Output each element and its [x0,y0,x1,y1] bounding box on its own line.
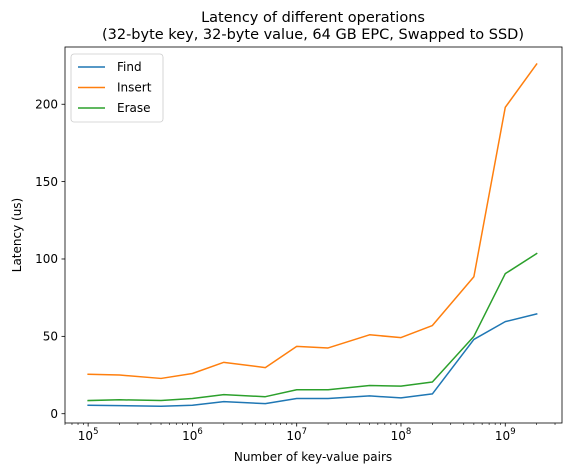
x-tick-label: 107 [286,427,307,443]
y-tick-label: 200 [35,97,58,111]
x-tick-label: 106 [182,427,203,443]
legend-label-insert: Insert [117,81,152,95]
plot-area-frame [64,46,563,424]
series-line-erase [87,252,538,402]
y-tick-label: 150 [35,175,58,189]
y-axis-ticks: 0 50 100 150 200 [35,97,65,421]
y-tick-label: 0 [50,407,58,421]
series-line-find [87,313,538,408]
plot-lines [87,62,538,408]
x-tick-label: 108 [391,427,412,443]
chart-title-line-1: Latency of different operations [201,10,425,26]
series-line-insert [87,62,538,380]
legend-label-erase: Erase [117,101,151,115]
y-tick-label: 100 [35,252,58,266]
x-tick-label: 105 [78,427,99,443]
legend: Find Insert Erase [70,53,164,123]
y-axis-label: Latency (us) [10,198,24,272]
x-axis-label: Number of key-value pairs [234,450,392,464]
legend-label-find: Find [117,60,142,74]
x-tick-label: 109 [495,427,516,443]
y-tick-label: 50 [43,330,58,344]
legend-box [70,53,164,123]
chart-title-line-2: (32-byte key, 32-byte value, 64 GB EPC, … [102,27,524,43]
x-axis-ticks: 105 106 107 108 109 [64,423,556,443]
